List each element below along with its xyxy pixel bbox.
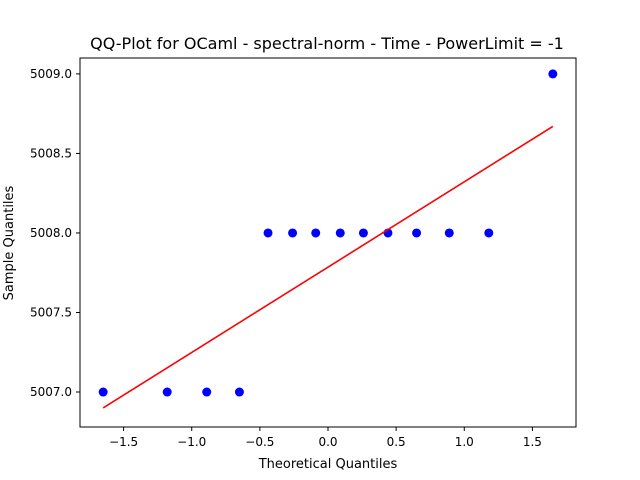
data-point [335, 228, 345, 238]
fit-line [102, 125, 554, 409]
x-tick-label: 0.5 [387, 435, 406, 449]
y-tick-label: 5007.0 [30, 385, 72, 399]
y-tick-label: 5008.5 [30, 146, 72, 160]
y-tick-label: 5008.0 [30, 226, 72, 240]
data-point [263, 228, 273, 238]
plot-area-frame [79, 57, 577, 428]
y-axis-label: Sample Quantiles [2, 185, 17, 300]
data-point [548, 69, 558, 79]
x-tick-label: 1.5 [523, 435, 542, 449]
data-point [358, 228, 368, 238]
data-point [484, 228, 494, 238]
x-tick-label: 1.0 [455, 435, 474, 449]
x-tick-label: −1.5 [109, 435, 138, 449]
chart-title: QQ-Plot for OCaml - spectral-norm - Time… [90, 34, 564, 53]
x-tick-label: 0.0 [318, 435, 337, 449]
data-point [162, 387, 172, 397]
x-tick-label: −0.5 [245, 435, 274, 449]
y-tick-label: 5007.5 [30, 305, 72, 319]
data-point [202, 387, 212, 397]
data-point [311, 228, 321, 238]
data-point [288, 228, 298, 238]
data-point [444, 228, 454, 238]
data-point [234, 387, 244, 397]
x-axis-label: Theoretical Quantiles [258, 457, 398, 472]
data-point [98, 387, 108, 397]
x-tick-label: −1.0 [177, 435, 206, 449]
data-point [412, 228, 422, 238]
y-tick-label: 5009.0 [30, 67, 72, 81]
